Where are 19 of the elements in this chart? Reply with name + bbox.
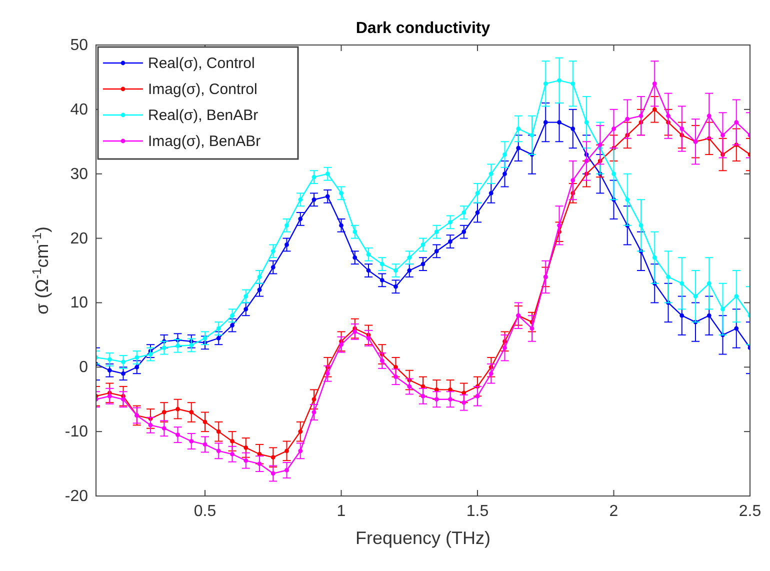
x-tick-label: 2 <box>609 503 618 520</box>
x-tick-label: 2.5 <box>738 503 762 520</box>
x-axis-title: Frequency (THz) <box>355 528 491 548</box>
legend-label: Imag(σ), Control <box>148 81 258 98</box>
y-tick-label: -10 <box>64 424 88 441</box>
y-tick-label: 10 <box>70 294 88 312</box>
x-tick-label: 1.5 <box>466 503 489 520</box>
legend-label: Real(σ), BenABr <box>148 107 258 124</box>
y-tick-label: 20 <box>70 230 88 248</box>
y-tick-label: 30 <box>70 166 88 183</box>
x-tick-label: 0.5 <box>194 503 216 520</box>
y-tick-label: 40 <box>70 101 88 118</box>
legend-label: Imag(σ), BenABr <box>148 133 261 150</box>
chart-title: Dark conductivity <box>356 20 490 37</box>
y-tick-label: 50 <box>70 37 88 54</box>
legend-label: Real(σ), Control <box>148 55 255 72</box>
x-tick-label: 1 <box>336 503 346 520</box>
y-tick-label: -20 <box>64 488 88 505</box>
y-tick-label: 0 <box>79 359 88 376</box>
